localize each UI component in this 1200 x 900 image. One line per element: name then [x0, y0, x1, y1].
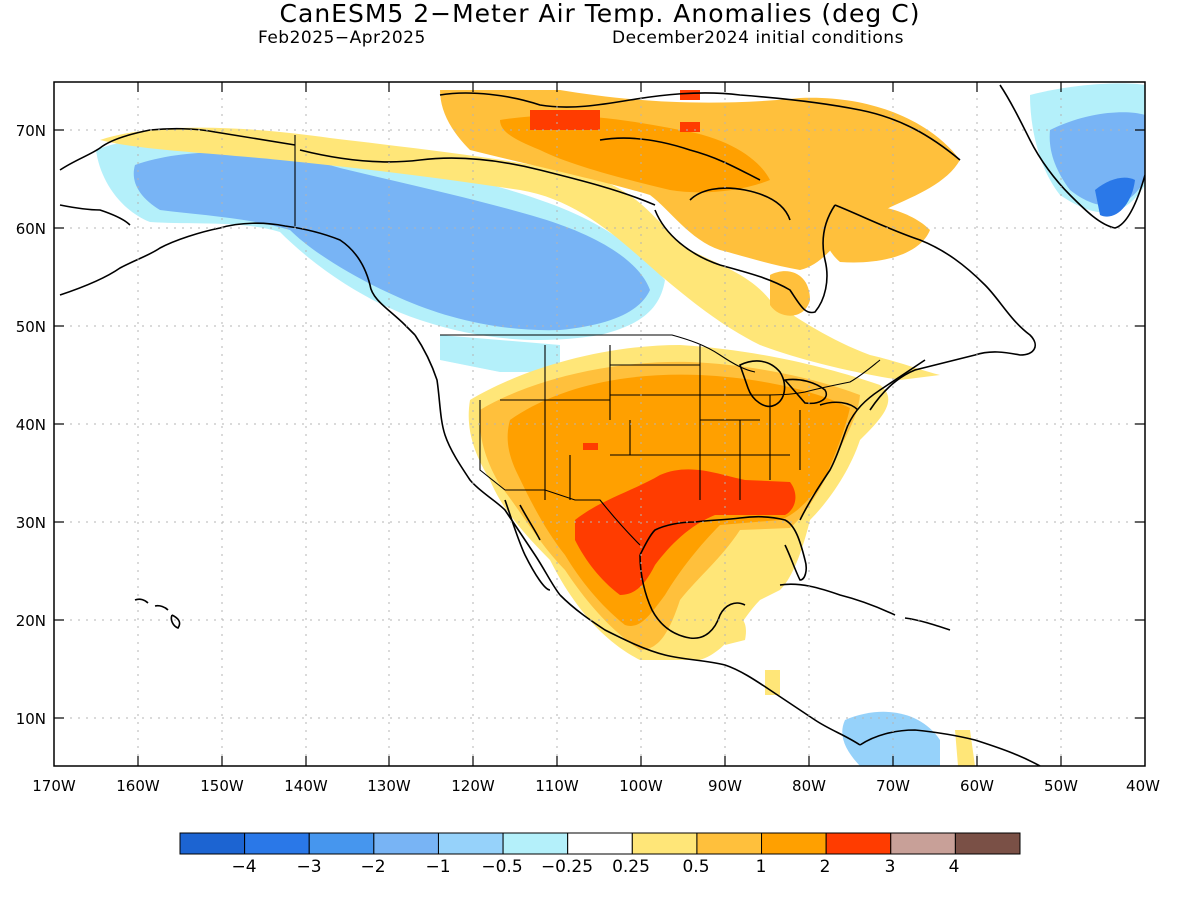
anomaly-region-neg-05-bc [440, 335, 560, 372]
legend-swatch [890, 832, 956, 855]
anomaly-region-colorado-pos-3 [583, 443, 598, 450]
boundary-us-canada [440, 334, 881, 396]
lon-label: 110W [535, 777, 579, 795]
coastline-arctic-islands [299, 92, 961, 206]
legend-swatch [308, 832, 375, 855]
coastline-great-lakes [739, 360, 859, 411]
frame-and-grid [53, 81, 1146, 767]
legend-label: −3 [296, 857, 321, 877]
legend-label: 4 [949, 857, 960, 877]
legend-label: 3 [885, 857, 896, 877]
anomaly-region-arctic-pos-05 [100, 127, 940, 380]
legend-label: −2 [360, 857, 385, 877]
lon-label: 90W [708, 777, 742, 795]
coastline-layer [59, 84, 1145, 766]
legend-swatch [696, 832, 763, 855]
legend-swatch [954, 832, 1021, 855]
anomaly-region-caribbean-neg [842, 711, 940, 766]
legend-swatch [244, 832, 310, 855]
legend-label: 0.5 [682, 857, 709, 877]
legend-swatch [761, 832, 827, 855]
coastline-cuba [779, 583, 951, 631]
lon-label: 70W [876, 777, 910, 795]
legend-swatch [631, 832, 698, 855]
latitude-labels: 70N 60N 50N 40N 30N 20N 10N [16, 122, 46, 728]
coastline-mexico-west [559, 594, 861, 746]
anomaly-region-arctic-pos-3 [530, 90, 700, 132]
lon-label: 160W [116, 777, 160, 795]
coastline-hudson-bay [654, 187, 836, 314]
lat-label: 10N [16, 710, 46, 728]
coastline-greenland [999, 84, 1145, 229]
tick-marks [54, 82, 1145, 766]
lon-label: 100W [619, 777, 663, 795]
coastline-us-east [799, 359, 926, 521]
lat-label: 70N [16, 122, 46, 140]
lat-label: 60N [16, 220, 46, 238]
lon-label: 40W [1126, 777, 1160, 795]
legend-swatch [437, 832, 504, 855]
graticule [54, 82, 1145, 766]
forecast-period: Feb2025−Apr2025 [258, 28, 426, 48]
map-title: CanESM5 2−Meter Air Temp. Anomalies (deg… [279, 0, 921, 28]
lon-label: 170W [32, 777, 76, 795]
anomaly-region-hudson-pos [823, 203, 930, 263]
legend-swatch [567, 832, 633, 855]
boundary-states [479, 345, 801, 500]
lat-label: 50N [16, 318, 46, 336]
anomaly-fill-layer [96, 83, 1145, 766]
lat-label: 40N [16, 416, 46, 434]
lon-label: 50W [1044, 777, 1078, 795]
anomaly-region-greenland-neg-3 [1095, 177, 1135, 217]
lon-label: 80W [792, 777, 826, 795]
legend-label: −4 [231, 857, 256, 877]
political-boundary-layer [294, 135, 881, 546]
color-legend: −4 −3 −2 −1 −0.5 −0.25 0.25 0.5 1 2 3 4 [179, 832, 1021, 877]
legend-swatch [502, 832, 569, 855]
legend-label: −0.25 [541, 857, 593, 877]
legend-swatch [825, 832, 892, 855]
longitude-labels: 170W 160W 150W 140W 130W 120W 110W 100W … [32, 777, 1160, 795]
lat-label: 30N [16, 514, 46, 532]
boundary-us-mexico [505, 489, 641, 546]
legend-swatch [373, 832, 439, 855]
lon-label: 150W [200, 777, 244, 795]
lon-label: 120W [451, 777, 495, 795]
legend-label: −0.5 [481, 857, 522, 877]
legend-swatch [179, 832, 246, 855]
coastline-south-america [859, 729, 1041, 766]
legend-labels: −4 −3 −2 −1 −0.5 −0.25 0.25 0.5 1 2 3 4 [231, 857, 959, 877]
anomaly-region-neg-1 [133, 152, 650, 331]
lon-label: 140W [284, 777, 328, 795]
legend-label: 0.25 [612, 857, 650, 877]
legend-label: −1 [425, 857, 450, 877]
legend-label: 2 [820, 857, 831, 877]
coastline-alaska [59, 127, 416, 336]
coastline-hawaii [134, 598, 181, 629]
lon-label: 130W [367, 777, 411, 795]
anomaly-region-us-pos-3 [575, 469, 796, 595]
anomaly-region-arctic-pos-2 [500, 115, 770, 193]
coastline-baja [504, 499, 551, 591]
coastline-labrador-east [834, 204, 1036, 411]
legend-swatches [179, 832, 1021, 855]
coastline-us-west [414, 334, 561, 596]
lon-label: 60W [960, 777, 994, 795]
coastline-gulf [639, 515, 807, 640]
lat-label: 20N [16, 612, 46, 630]
legend-label: 1 [756, 857, 767, 877]
initial-conditions: December2024 initial conditions [612, 28, 904, 48]
